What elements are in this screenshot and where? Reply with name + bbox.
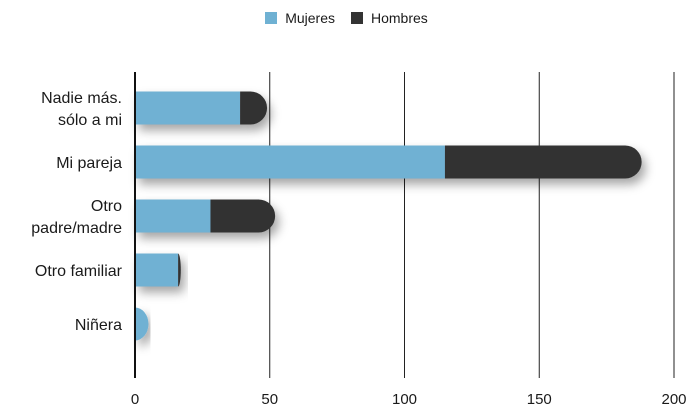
x-tick-label-0: 0	[131, 391, 139, 408]
bar-group-2	[135, 199, 276, 233]
bar-hombres-1	[444, 145, 642, 179]
legend-swatch-hombres	[351, 12, 363, 24]
bar-group-4	[135, 307, 149, 341]
bar-mujeres-1	[135, 145, 445, 179]
x-tick-label-100: 100	[392, 391, 417, 408]
y-tick-label-4: Niñera	[75, 317, 122, 334]
legend-swatch-mujeres	[265, 12, 278, 24]
x-tick-label-50: 50	[261, 391, 278, 408]
legend-label-hombres: Hombres	[371, 10, 428, 26]
bar-mujeres-3	[135, 253, 179, 287]
y-tick-label-3: Otro familiar	[35, 263, 123, 280]
bar-mujeres-0	[135, 91, 241, 125]
legend-item-hombres: Hombres	[351, 10, 428, 26]
bar-group-1	[135, 145, 642, 179]
y-tick-label-0: Nadie más. sólo a mi	[41, 90, 122, 129]
bar-hombres-3	[178, 253, 181, 287]
bar-group-3	[135, 253, 181, 287]
legend-item-mujeres: Mujeres	[265, 10, 335, 26]
x-tick-label-150: 150	[527, 391, 552, 408]
bar-group-0	[135, 91, 268, 125]
y-tick-label-2: Otro padre/madre	[31, 198, 122, 237]
bar-mujeres-4	[135, 307, 149, 341]
bar-hombres-0	[240, 91, 268, 125]
legend: Mujeres Hombres	[0, 10, 693, 26]
legend-label-mujeres: Mujeres	[285, 10, 335, 26]
bar-hombres-2	[210, 199, 276, 233]
x-tick-label-200: 200	[661, 391, 686, 408]
y-tick-label-1: Mi pareja	[56, 155, 122, 172]
bar-mujeres-2	[135, 199, 211, 233]
